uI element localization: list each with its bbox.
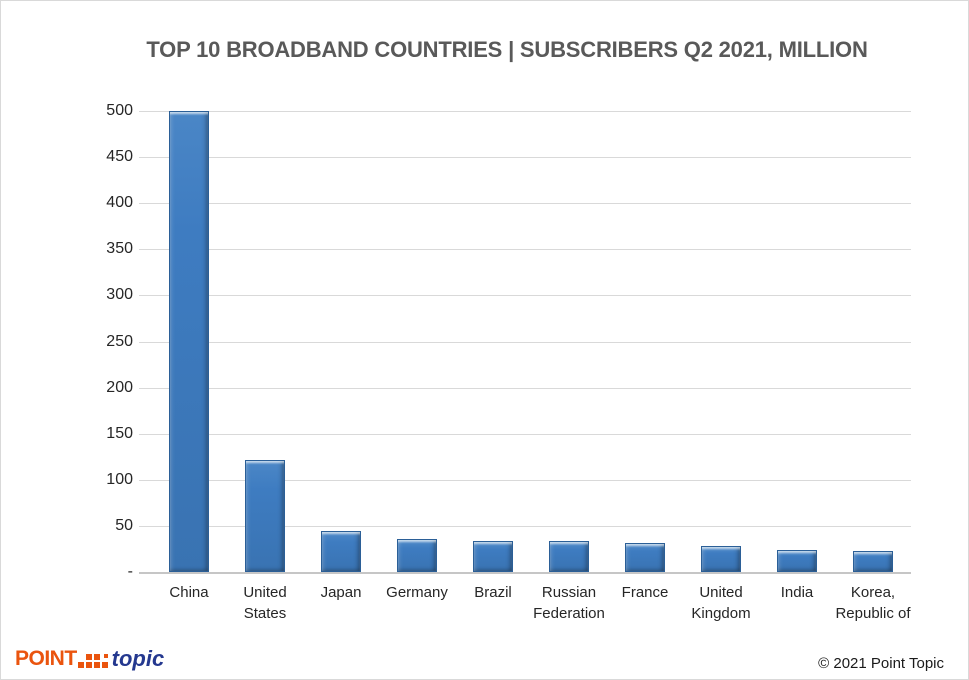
y-gridline — [151, 249, 911, 251]
bar — [777, 550, 817, 572]
y-tick — [139, 203, 151, 205]
bar — [169, 111, 209, 572]
category-label: India — [780, 584, 814, 601]
category-label: Korea, Republic of — [835, 584, 911, 622]
y-axis-label: 150 — [106, 424, 133, 442]
logo-point-text: POINT — [15, 647, 77, 670]
y-tick — [139, 249, 151, 251]
bar — [245, 460, 285, 572]
y-tick — [139, 525, 151, 527]
y-tick — [139, 433, 151, 435]
bar — [473, 541, 513, 572]
point-topic-logo: POINT topic — [15, 644, 164, 670]
copyright-text: © 2021 Point Topic — [818, 655, 944, 672]
y-gridline — [151, 157, 911, 159]
y-gridline — [151, 387, 911, 389]
y-axis-label: 100 — [106, 470, 133, 488]
y-tick — [139, 341, 151, 343]
y-tick — [139, 295, 151, 297]
bar — [625, 543, 665, 572]
y-gridline — [151, 295, 911, 297]
y-gridline — [151, 433, 911, 435]
y-gridline — [151, 525, 911, 527]
logo-topic-text: topic — [111, 646, 165, 671]
category-label: Germany — [386, 584, 448, 601]
y-tick — [139, 157, 151, 159]
y-axis-label: 500 — [106, 102, 133, 119]
chart-title: TOP 10 BROADBAND COUNTRIES | SUBSCRIBERS… — [146, 37, 868, 62]
bar — [549, 541, 589, 572]
y-gridline — [151, 203, 911, 205]
y-axis-label: 200 — [106, 378, 133, 396]
category-label: United Kingdom — [691, 584, 751, 622]
x-axis-line — [139, 572, 911, 574]
logo-dot-icon — [77, 662, 84, 668]
logo-squares-icon — [85, 654, 108, 668]
category-label: China — [169, 584, 209, 601]
category-label: Russian Federation — [533, 584, 605, 622]
bar — [701, 546, 741, 572]
bar — [853, 551, 893, 572]
category-label: Japan — [320, 584, 362, 601]
y-axis-label: 400 — [106, 194, 133, 212]
category-label: Brazil — [474, 584, 512, 601]
y-tick — [139, 387, 151, 389]
y-axis-label: 350 — [106, 240, 133, 258]
category-label: United States — [243, 584, 287, 622]
y-gridline — [151, 479, 911, 481]
y-axis-label: 50 — [115, 516, 133, 534]
category-label: France — [621, 584, 669, 601]
y-tick — [139, 111, 151, 112]
y-axis-label: 250 — [106, 332, 133, 350]
y-axis-label: 450 — [106, 148, 133, 166]
y-gridline — [151, 111, 911, 112]
y-axis-label: - — [127, 563, 133, 580]
y-tick — [139, 479, 151, 481]
bar — [397, 539, 437, 572]
y-axis-label: 300 — [106, 286, 133, 304]
y-gridline — [151, 341, 911, 343]
bar — [321, 531, 361, 572]
